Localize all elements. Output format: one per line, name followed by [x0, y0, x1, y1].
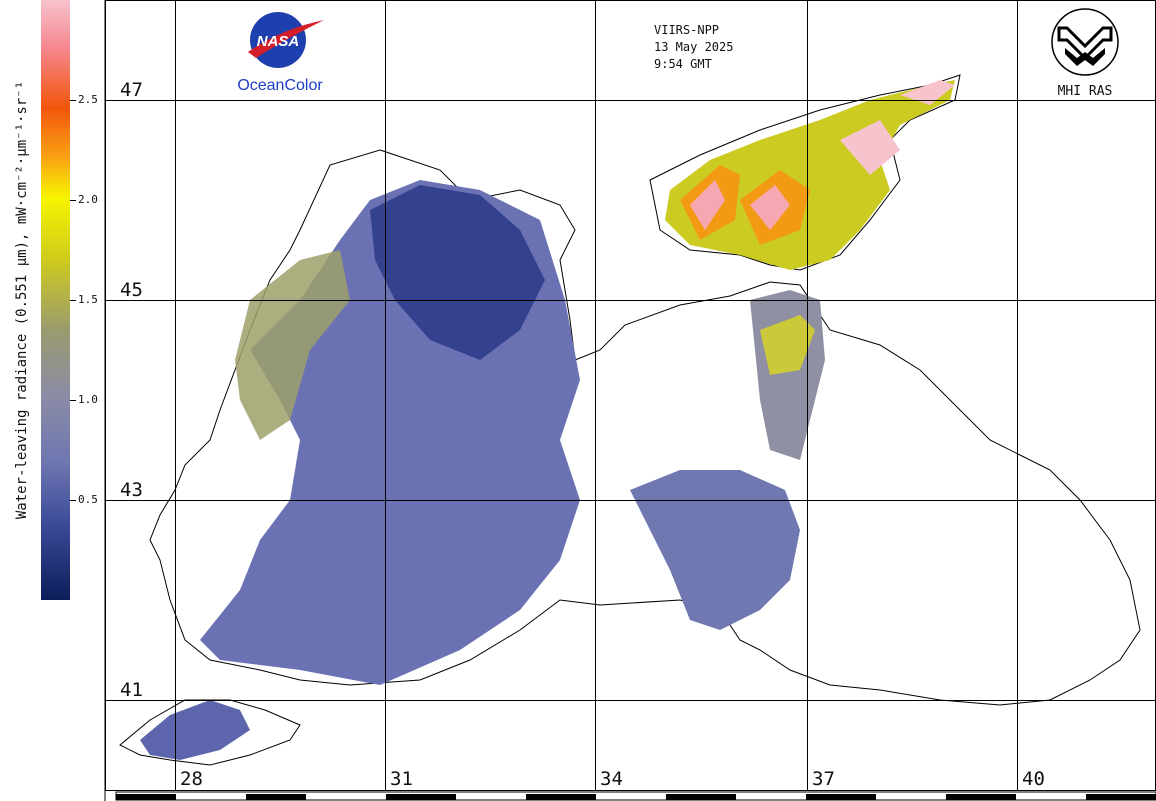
colorbar-legend: 2.5 2.0 1.5 1.0 0.5 Water-leaving radian… [0, 0, 105, 600]
colorbar-tick [70, 200, 76, 201]
radiance-field-azov-pink-4 [900, 80, 955, 105]
oceancolor-text: OceanColor [237, 77, 323, 94]
mhi-ras-logo: MHI RAS [1051, 8, 1119, 99]
colorbar-tick [70, 500, 76, 501]
nasa-swoosh-icon [248, 20, 324, 58]
radiance-field-kerch [750, 290, 825, 460]
radiance-field-azov-pink-3 [840, 120, 900, 175]
radiance-field-east [630, 470, 800, 630]
mhi-emblem-icon [1051, 8, 1119, 76]
colorbar-tick [70, 300, 76, 301]
colorbar-label: 1.5 [78, 293, 98, 306]
radiance-field-azov-pink-2 [750, 185, 790, 230]
lat-label: 41 [120, 679, 143, 701]
colorbar-gradient [41, 0, 70, 600]
radiance-field-azov [665, 80, 955, 270]
lon-label: 37 [812, 768, 835, 790]
radiance-field-kerch-yellow [760, 315, 815, 375]
nasa-oceancolor-logo: NASA OceanColor [237, 12, 324, 94]
lon-label: 28 [180, 768, 203, 790]
lat-label: 45 [120, 279, 143, 301]
radiance-field-azov-pink [690, 180, 725, 230]
nasa-text: NASA [257, 33, 300, 50]
lon-label: 31 [390, 768, 413, 790]
colorbar-tick [70, 100, 76, 101]
colorbar-label: 2.5 [78, 93, 98, 106]
colorbar-label: 2.0 [78, 193, 98, 206]
mhi-text: MHI RAS [1058, 84, 1113, 99]
lat-label: 43 [120, 479, 143, 501]
date-label: 13 May 2025 [654, 40, 733, 54]
coastline [149, 149, 1141, 706]
graticule [105, 0, 1156, 790]
sensor-label: VIIRS-NPP [654, 23, 719, 37]
lon-label: 40 [1022, 768, 1045, 790]
colorbar-tick [70, 400, 76, 401]
lon-label: 34 [600, 768, 623, 790]
scale-bar [115, 791, 1156, 801]
lat-label: 47 [120, 79, 143, 101]
marmara-coastline [119, 699, 301, 766]
radiance-field-greenish [235, 250, 350, 440]
colorbar-label: 1.0 [78, 393, 98, 406]
colorbar-label: 0.5 [78, 493, 98, 506]
radiance-field-marmara [140, 700, 250, 760]
radiance-field-deep [370, 185, 545, 360]
time-label: 9:54 GMT [654, 57, 712, 71]
